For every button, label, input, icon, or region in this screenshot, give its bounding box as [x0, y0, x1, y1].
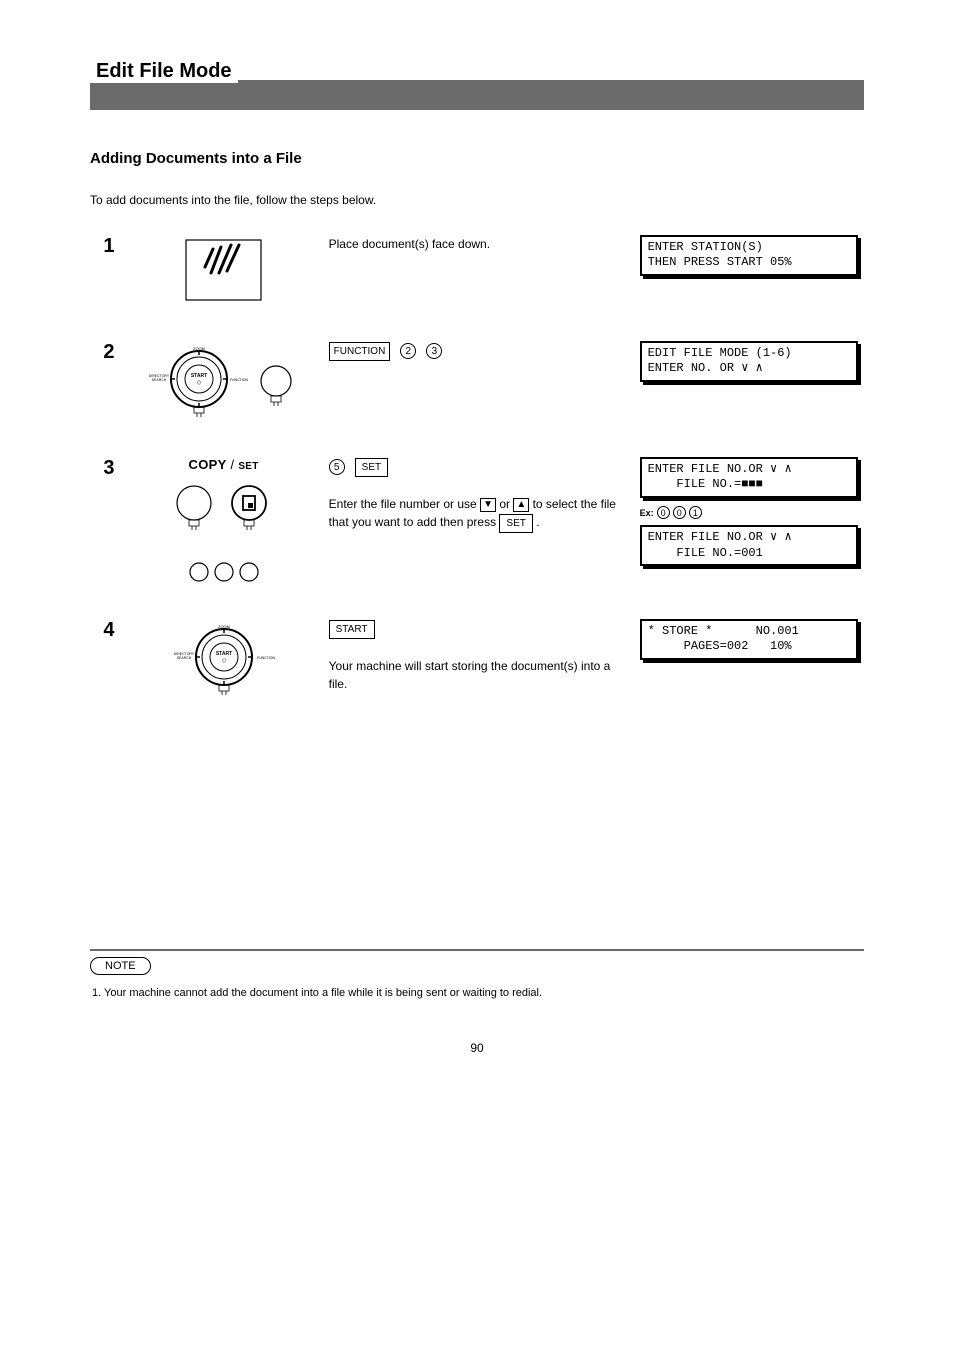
step-row: 1 Place document(s) face down. ENTER STA…	[90, 229, 864, 335]
step-row: 2 START ◇ ZOOM DIRECTORY SEARCH FUNCTION	[90, 335, 864, 451]
step-icon-cell: START ◇ ZOOM DIRECTORY SEARCH FUNCTION	[125, 335, 323, 451]
steps-table: 1 Place document(s) face down. ENTER STA…	[90, 229, 864, 729]
note-label: NOTE	[90, 957, 151, 975]
step-number: 1	[90, 229, 125, 335]
keypad-three-circles	[131, 561, 317, 583]
svg-text:ZOOM: ZOOM	[193, 346, 205, 351]
copy-set-label: COPY / SET	[131, 457, 317, 472]
page: Edit File Mode Adding Documents into a F…	[0, 0, 954, 1095]
lcd-display: ENTER STATION(S) THEN PRESS START 05%	[640, 235, 858, 276]
function-key: FUNCTION	[329, 342, 391, 361]
svg-text:◇: ◇	[221, 658, 226, 664]
svg-text:FUNCTION: FUNCTION	[230, 378, 249, 382]
svg-text:FUNCTION: FUNCTION	[257, 656, 276, 660]
digit-3: 3	[426, 343, 442, 359]
step-row: 4 START ◇ ZOOM DIRECTORY SEARCH FUNCTION	[90, 613, 864, 729]
svg-text:SEARCH: SEARCH	[151, 378, 166, 382]
step-number: 3	[90, 451, 125, 613]
step4-text: Your machine will start storing the docu…	[329, 659, 611, 691]
step-lcd-cell: EDIT FILE MODE (1-6) ENTER NO. OR ∨ ∧	[634, 335, 864, 451]
note-block: NOTE 1. Your machine cannot add the docu…	[90, 949, 864, 1002]
svg-text:START: START	[190, 373, 206, 379]
page-number: 90	[90, 1041, 864, 1055]
step-number: 4	[90, 613, 125, 729]
section-intro: To add documents into the file, follow t…	[90, 192, 864, 209]
step-desc: FUNCTION 2 3	[323, 335, 634, 451]
svg-text:SEARCH: SEARCH	[176, 656, 191, 660]
copy-set-icon	[164, 478, 284, 543]
step-desc: START Your machine will start storing th…	[323, 613, 634, 729]
lcd-display: ENTER FILE NO.OR ∨ ∧ FILE NO.=001	[640, 525, 858, 566]
lcd-display: * STORE * NO.001 PAGES=002 10%	[640, 619, 858, 660]
note-item: 1. Your machine cannot add the document …	[90, 985, 864, 1002]
lcd-display: ENTER FILE NO.OR ∨ ∧ FILE NO.=■■■	[640, 457, 858, 498]
svg-text:◇: ◇	[196, 380, 201, 386]
or-text: or	[499, 497, 513, 511]
set-key: SET	[499, 514, 532, 533]
step-row: 3 COPY / SET	[90, 451, 864, 613]
dial-start-icon: START ◇ ZOOM DIRECTORY SEARCH FUNCTION	[154, 619, 294, 699]
section-title: Adding Documents into a File	[90, 150, 864, 167]
period: .	[536, 515, 539, 529]
step-desc: 5 SET Enter the file number or use ▼ or …	[323, 451, 634, 613]
keypad-icon	[184, 561, 264, 583]
step-desc: Place document(s) face down.	[323, 229, 634, 335]
start-key: START	[329, 620, 375, 639]
digit-5: 5	[329, 459, 345, 475]
step-icon-cell: COPY / SET	[125, 451, 323, 613]
lcd-display: EDIT FILE MODE (1-6) ENTER NO. OR ∨ ∧	[640, 341, 858, 382]
svg-text:START: START	[215, 651, 231, 657]
svg-text:ZOOM: ZOOM	[218, 624, 230, 629]
step-lcd-cell: ENTER STATION(S) THEN PRESS START 05%	[634, 229, 864, 335]
header-bar: Edit File Mode	[90, 80, 864, 110]
dial-start-function-icon: START ◇ ZOOM DIRECTORY SEARCH FUNCTION	[144, 341, 304, 421]
step-lcd-cell: ENTER FILE NO.OR ∨ ∧ FILE NO.=■■■ Ex: 0 …	[634, 451, 864, 613]
step-icon-cell	[125, 229, 323, 335]
set-key: SET	[355, 458, 388, 477]
step-icon-cell: START ◇ ZOOM DIRECTORY SEARCH FUNCTION	[125, 613, 323, 729]
step-lcd-cell: * STORE * NO.001 PAGES=002 10%	[634, 613, 864, 729]
step3-text: Enter the file number or use	[329, 497, 480, 511]
step-number: 2	[90, 335, 125, 451]
digit-2: 2	[400, 343, 416, 359]
header-title: Edit File Mode	[90, 60, 238, 83]
down-key-icon: ▼	[480, 498, 496, 512]
document-icon	[181, 235, 266, 305]
lcd-example-label: Ex: 0 0 1	[640, 506, 858, 519]
up-key-icon: ▲	[513, 498, 529, 512]
